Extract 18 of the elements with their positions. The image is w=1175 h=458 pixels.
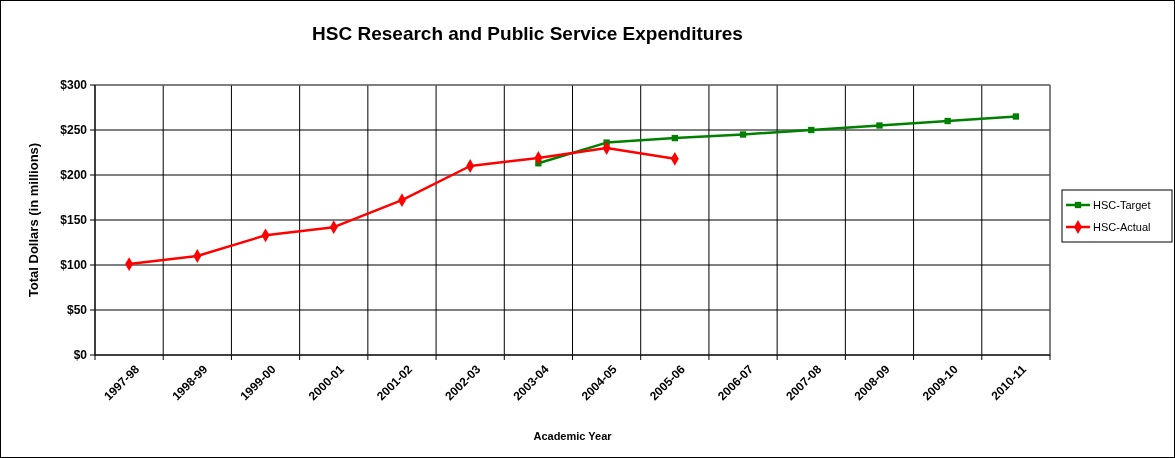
y-tick-label: $300 xyxy=(60,78,88,93)
point xyxy=(808,126,815,134)
point xyxy=(739,131,747,138)
point xyxy=(671,134,678,142)
point xyxy=(1012,113,1020,120)
y-axis-title: Total Dollars (in millions) xyxy=(26,142,41,298)
y-tick-label: $50 xyxy=(66,303,88,318)
legend-label: HSC-Actual xyxy=(1093,220,1151,233)
point xyxy=(944,117,951,125)
y-tick-label: $200 xyxy=(60,168,88,183)
chart-title: HSC Research and Public Service Expenditures xyxy=(312,23,743,44)
x-axis-title: Academic Year xyxy=(533,430,613,442)
y-tick-label: $150 xyxy=(60,213,88,228)
legend-label: HSC-Target xyxy=(1093,198,1151,211)
y-tick-label: $250 xyxy=(60,123,88,138)
point xyxy=(876,122,883,129)
y-tick-label: $100 xyxy=(60,258,88,273)
y-tick-label: $0 xyxy=(73,348,88,363)
